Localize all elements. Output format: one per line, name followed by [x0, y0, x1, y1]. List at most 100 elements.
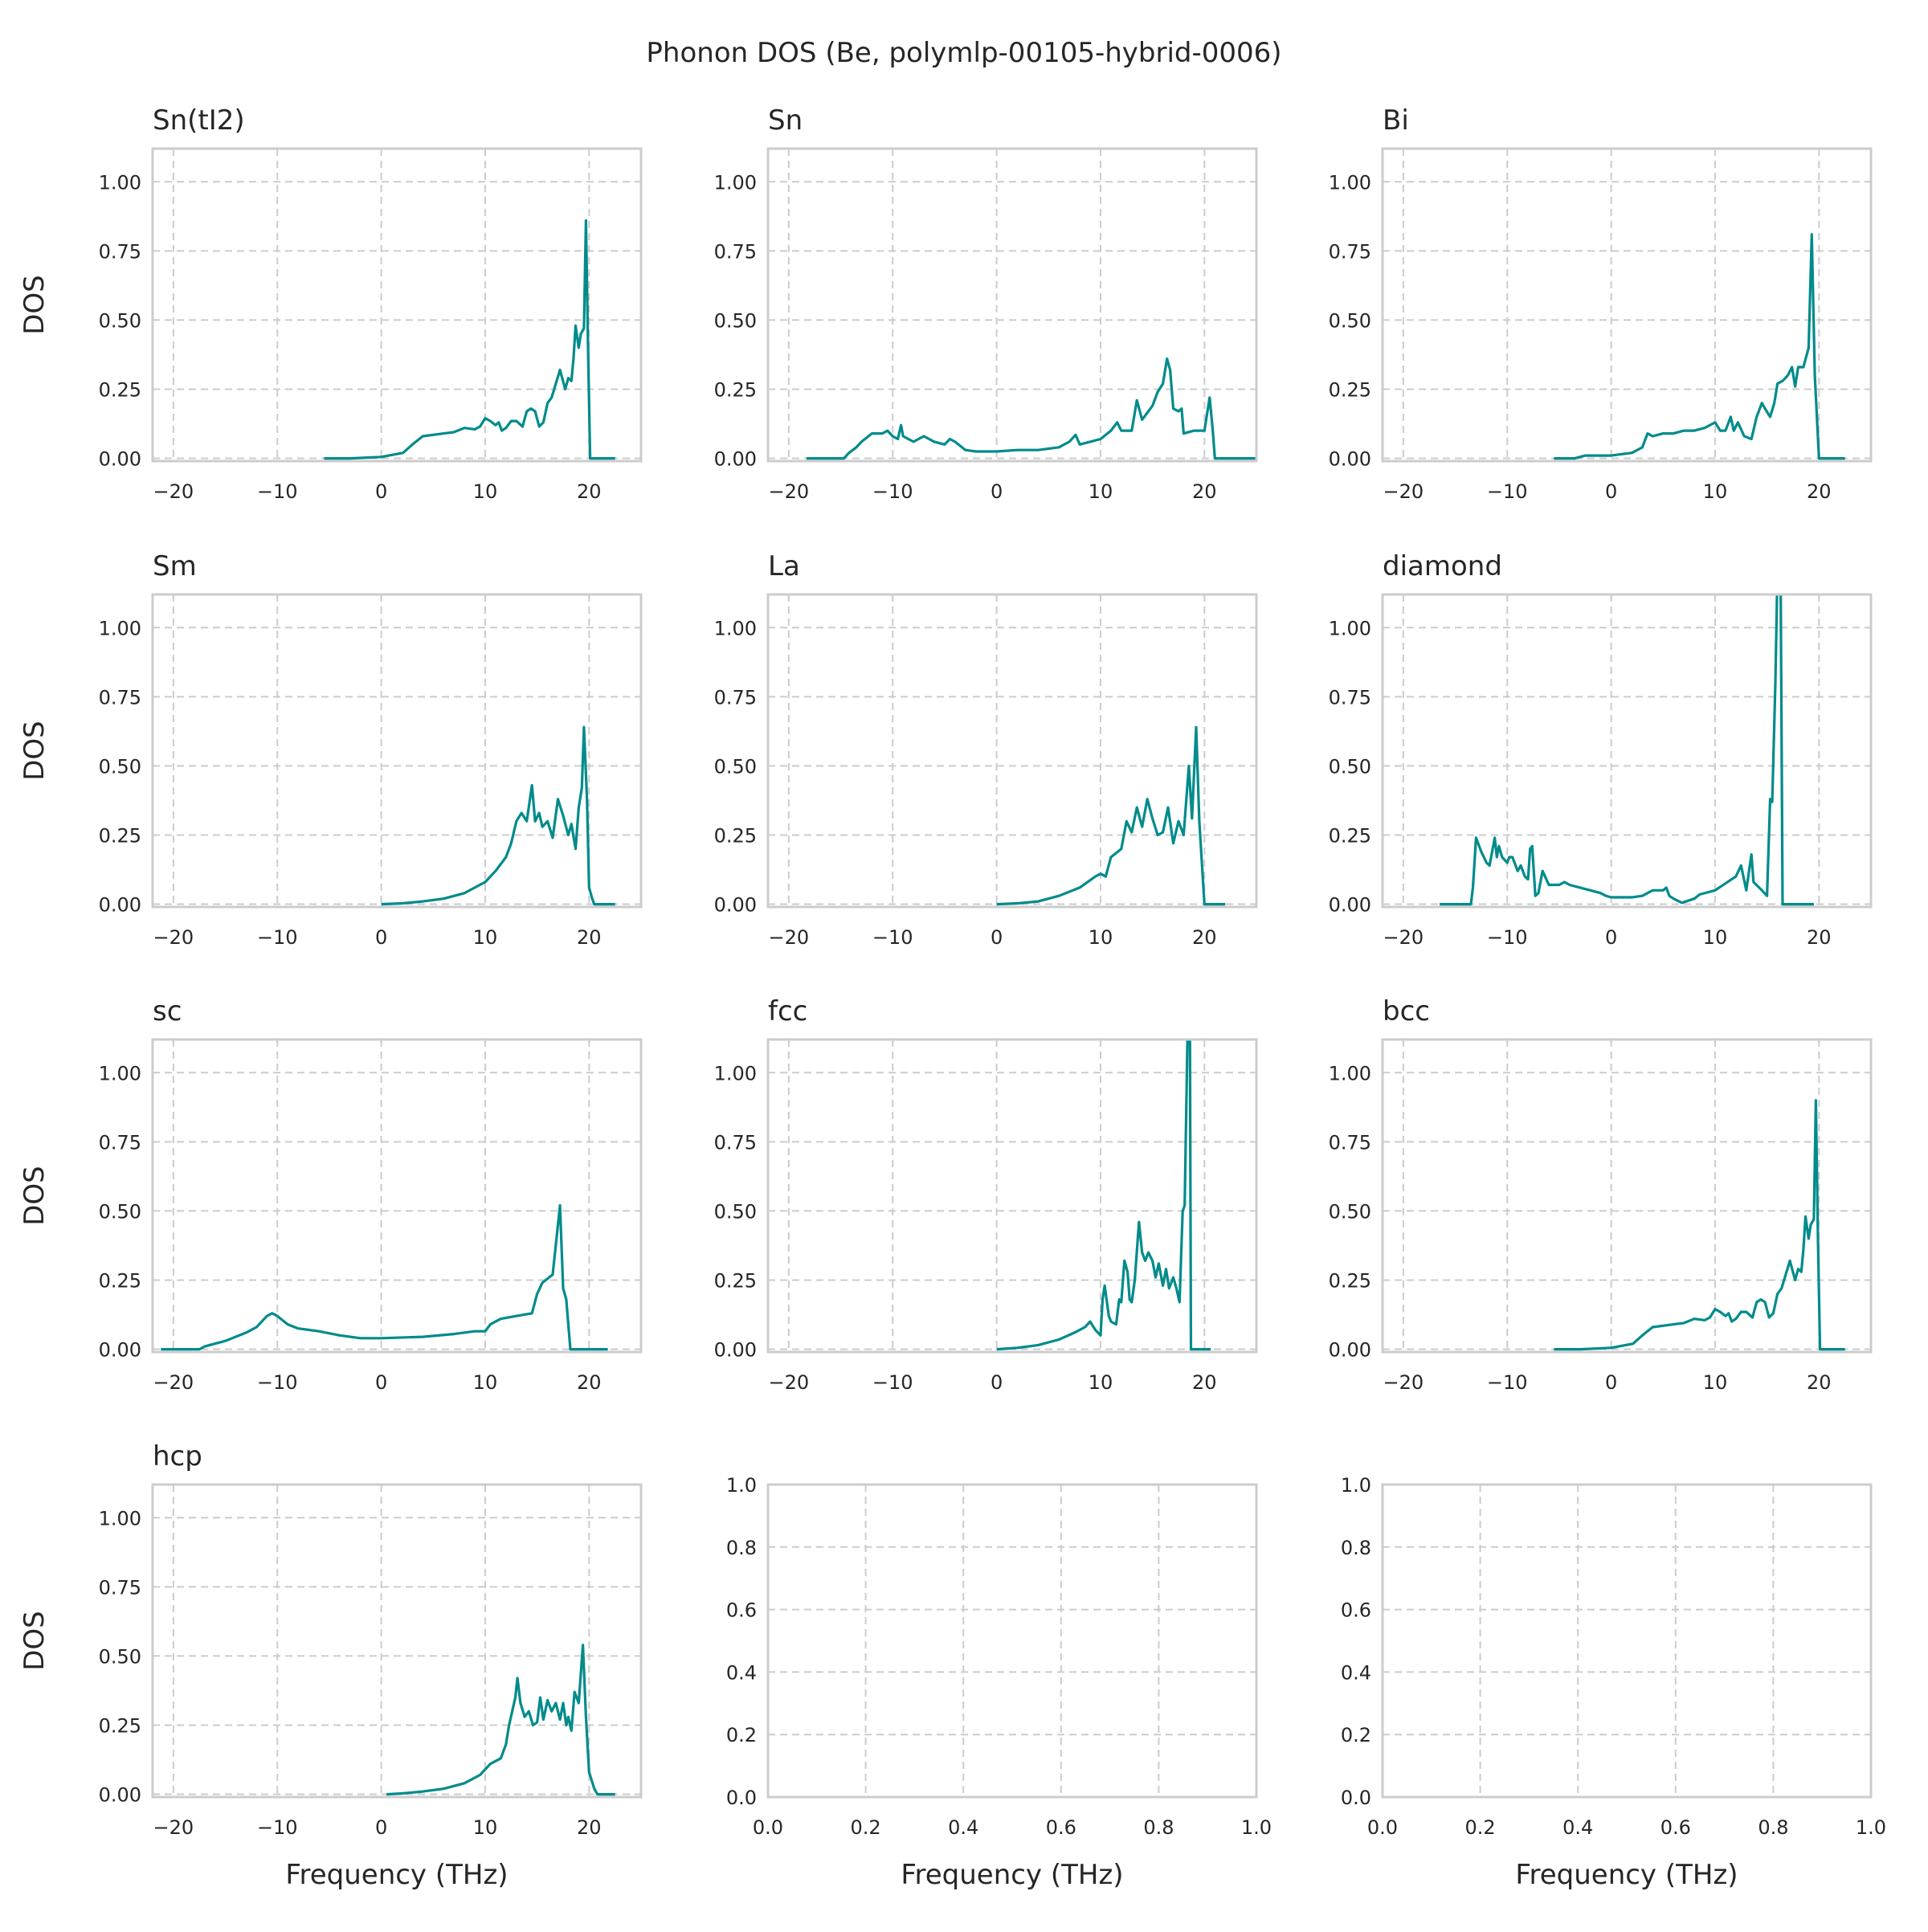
x-tick-label: 0 — [375, 480, 387, 503]
axes-frame — [1381, 1038, 1873, 1354]
y-tick-label: 0.75 — [99, 1131, 141, 1154]
subplot-title: Sm — [153, 550, 197, 582]
axes-frame — [1381, 147, 1873, 463]
x-tick-label: 0.0 — [1367, 1816, 1398, 1839]
x-tick-label: −10 — [872, 1371, 913, 1394]
x-tick-label: −10 — [257, 480, 298, 503]
x-tick-label: 10 — [473, 1816, 498, 1839]
x-tick-label: −10 — [872, 926, 913, 949]
y-tick-label: 0.25 — [1329, 824, 1371, 847]
x-tick-label: 0.4 — [948, 1816, 978, 1839]
y-tick-label: 0.50 — [1329, 309, 1371, 332]
x-tick-label: 0.0 — [753, 1816, 783, 1839]
dos-line — [386, 1644, 615, 1796]
x-tick-label: 0 — [991, 480, 1003, 503]
x-tick-label: 0 — [1605, 480, 1617, 503]
y-tick-label: 0.75 — [714, 686, 757, 709]
x-tick-label: 10 — [1089, 926, 1113, 949]
y-tick-label: 0.25 — [714, 1269, 757, 1292]
axes-frame — [151, 147, 643, 463]
x-tick-label: 10 — [1703, 926, 1728, 949]
dos-line — [324, 219, 615, 460]
dos-line — [1440, 594, 1814, 906]
x-tick-label: −20 — [1383, 480, 1424, 503]
y-tick-label: 0.50 — [1329, 755, 1371, 778]
axes-frame — [151, 1483, 643, 1799]
axes-frame — [1381, 593, 1873, 909]
y-tick-label: 0.2 — [1341, 1724, 1371, 1746]
y-axis-label: DOS — [18, 721, 51, 781]
subplot-title: diamond — [1383, 550, 1502, 582]
y-tick-label: 0.6 — [726, 1599, 757, 1622]
y-tick-label: 1.00 — [714, 617, 757, 639]
y-tick-label: 0.25 — [1329, 1269, 1371, 1292]
x-tick-label: 0.2 — [1465, 1816, 1496, 1839]
subplot-title: fcc — [768, 995, 807, 1027]
y-tick-label: 0.00 — [1329, 448, 1371, 471]
y-tick-label: 0.75 — [99, 1576, 141, 1599]
y-tick-label: 0.75 — [1329, 686, 1371, 709]
subplot-empty-11: 0.0 0.2 0.4 0.6 0.8 1.0 0.0 0.2 0.4 0.6 0.8 1.0 Freq… — [1341, 1474, 1886, 1891]
x-axis-label: Frequency (THz) — [285, 1859, 508, 1891]
dos-line — [1554, 1099, 1845, 1351]
subplot-title: bcc — [1383, 995, 1430, 1027]
x-tick-label: 10 — [473, 480, 498, 503]
x-tick-label: 0.6 — [1660, 1816, 1691, 1839]
subplot-Sn: −20 −10 0 10 20 0.00 0.25 0.50 0.75 1.00 Sn — [714, 104, 1258, 503]
y-tick-label: 0.50 — [99, 755, 141, 778]
y-tick-label: 0.00 — [99, 448, 141, 471]
x-tick-label: −10 — [257, 1816, 298, 1839]
y-tick-label: 1.0 — [1341, 1474, 1371, 1497]
y-tick-label: 0.50 — [99, 1200, 141, 1223]
x-tick-label: −20 — [153, 926, 194, 949]
x-tick-label: 0 — [375, 1371, 387, 1394]
subplot-sc: −20 −10 0 10 20 0.00 0.25 0.50 0.75 1.00 sc DOS — [18, 995, 643, 1394]
x-tick-label: 20 — [1192, 480, 1217, 503]
y-tick-label: 0.75 — [714, 240, 757, 263]
x-tick-label: 20 — [1192, 926, 1217, 949]
x-tick-label: 0 — [991, 926, 1003, 949]
y-tick-label: 0.0 — [726, 1787, 757, 1809]
x-tick-label: −20 — [153, 480, 194, 503]
subplot-La: −20 −10 0 10 20 0.00 0.25 0.50 0.75 1.00 La — [714, 550, 1258, 949]
dos-line — [161, 1203, 608, 1351]
y-tick-label: 0.25 — [99, 378, 141, 401]
y-tick-label: 1.0 — [726, 1474, 757, 1497]
x-tick-label: −10 — [1487, 480, 1528, 503]
y-axis-label: DOS — [18, 1166, 51, 1226]
x-tick-label: 20 — [1192, 1371, 1217, 1394]
y-tick-label: 0.50 — [714, 755, 757, 778]
y-tick-label: 1.00 — [99, 1507, 141, 1530]
subplot-empty-10: 0.0 0.2 0.4 0.6 0.8 1.0 0.0 0.2 0.4 0.6 0.8 1.0 Freq… — [726, 1474, 1272, 1891]
subplot-title: sc — [153, 995, 182, 1027]
x-tick-label: −10 — [1487, 926, 1528, 949]
x-tick-label: 10 — [1089, 1371, 1113, 1394]
y-tick-label: 0.0 — [1341, 1787, 1371, 1809]
x-tick-label: 10 — [1703, 480, 1728, 503]
dos-line — [1554, 233, 1845, 460]
x-tick-label: −20 — [769, 480, 810, 503]
x-tick-label: 20 — [577, 1371, 602, 1394]
x-tick-label: 0 — [1605, 1371, 1617, 1394]
subplot-Bi: −20 −10 0 10 20 0.00 0.25 0.50 0.75 1.00 Bi — [1329, 104, 1873, 503]
y-tick-label: 0.50 — [714, 1200, 757, 1223]
y-tick-label: 0.50 — [99, 1645, 141, 1668]
x-tick-label: 20 — [1807, 926, 1832, 949]
x-tick-label: −10 — [872, 480, 913, 503]
y-tick-label: 0.75 — [1329, 240, 1371, 263]
y-tick-label: 0.4 — [1341, 1661, 1371, 1684]
y-tick-label: 0.75 — [99, 240, 141, 263]
y-tick-label: 0.6 — [1341, 1599, 1371, 1622]
y-axis-label: DOS — [18, 275, 51, 335]
y-tick-label: 0.8 — [1341, 1537, 1371, 1559]
y-tick-label: 0.75 — [99, 686, 141, 709]
x-tick-label: 0.2 — [851, 1816, 881, 1839]
axes-frame — [151, 593, 643, 909]
y-tick-label: 1.00 — [1329, 171, 1371, 194]
x-tick-label: 0.6 — [1046, 1816, 1076, 1839]
axes-frame — [766, 147, 1258, 463]
y-tick-label: 0.50 — [714, 309, 757, 332]
y-tick-label: 1.00 — [714, 1062, 757, 1084]
subplot-hcp: −20 −10 0 10 20 0.00 0.25 0.50 0.75 1.00 hcp DOS Fre… — [18, 1440, 643, 1891]
